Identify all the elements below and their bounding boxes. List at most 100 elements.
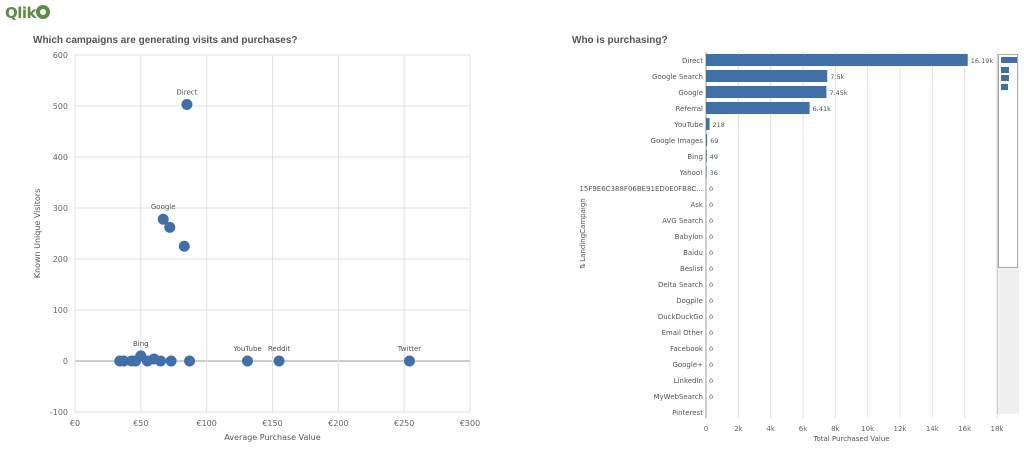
category-label: Ask (691, 201, 704, 209)
x-tick-label: €150 (262, 419, 282, 428)
bar-value-label: 6.41k (813, 105, 831, 113)
bar (706, 102, 810, 114)
y-tick-label: -100 (50, 408, 68, 417)
point-label: Direct (176, 88, 197, 96)
category-label: AVG Search (662, 217, 703, 225)
category-label: Beslist (680, 265, 703, 273)
x-tick-label: 0 (704, 425, 708, 433)
category-label: Referral (676, 105, 704, 113)
category-label: LinkedIn (674, 377, 703, 385)
point-label: Bing (133, 340, 149, 348)
bar-value-label: 0 (709, 265, 713, 273)
category-label: Bing (687, 153, 703, 161)
qlik-logo-icon (36, 5, 50, 19)
category-label: Delta Search (658, 281, 703, 289)
bar (706, 166, 707, 178)
data-point (181, 98, 193, 110)
point-label: YouTube (232, 345, 261, 353)
y-tick-label: 600 (53, 51, 68, 60)
data-point (184, 355, 196, 367)
x-tick-label: €300 (460, 419, 480, 428)
bar-value-label: 0 (709, 297, 713, 305)
bar-value-label: 218 (713, 121, 725, 129)
x-axis-label: Total Purchased Value (812, 435, 889, 443)
bar-value-label: 7.5k (830, 73, 844, 81)
x-tick-label: 8k (831, 425, 840, 433)
bar-value-label: 0 (709, 281, 713, 289)
y-tick-label: 300 (53, 204, 68, 213)
point-label: Reddit (268, 345, 291, 353)
category-label: Direct (682, 57, 703, 65)
category-label: Baidu (683, 249, 703, 257)
data-point (178, 240, 190, 252)
category-label: 15F9E6C388F06BE91ED0E0FB8C... (579, 185, 703, 193)
top-bar: Qlik (0, 0, 1024, 26)
bar-value-label: 0 (709, 393, 713, 401)
scrollbar-thumb[interactable] (998, 54, 1018, 268)
y-tick-label: 0 (63, 357, 68, 366)
x-tick-label: 14k (926, 425, 940, 433)
bar-value-label: 0 (709, 361, 713, 369)
x-axis-label: Average Purchase Value (224, 433, 320, 442)
bar-value-label: 7.45k (829, 89, 847, 97)
bar-value-label: 0 (709, 313, 713, 321)
bar-value-label: 0 (709, 249, 713, 257)
data-point (403, 355, 415, 367)
bar-value-label: 36 (710, 169, 718, 177)
bar-chart-title: Who is purchasing? (572, 35, 668, 46)
bar-value-label: 0 (709, 217, 713, 225)
data-point (155, 355, 167, 367)
x-tick-label: €250 (394, 419, 414, 428)
x-tick-label: 10k (861, 425, 875, 433)
data-point (130, 355, 142, 367)
x-tick-label: 18k (991, 425, 1005, 433)
bar-chart-scrollbar[interactable] (997, 54, 1019, 414)
category-label: MyWebSearch (654, 393, 704, 401)
bar (706, 150, 707, 162)
data-point (157, 213, 169, 225)
data-point (164, 221, 176, 233)
x-tick-label: 2k (734, 425, 743, 433)
x-tick-label: €50 (133, 419, 148, 428)
category-label: Yahoo! (679, 169, 703, 177)
qlik-logo: Qlik (5, 4, 37, 22)
y-tick-label: 500 (53, 102, 68, 111)
minimap-bar (1001, 84, 1008, 90)
category-label: Google Images (651, 137, 704, 145)
bar-value-label: 69 (710, 137, 718, 145)
data-point (165, 355, 177, 367)
data-point (241, 355, 253, 367)
minimap-bar (1001, 75, 1009, 81)
data-point (273, 355, 285, 367)
y-tick-label: 100 (53, 306, 68, 315)
x-tick-label: €200 (328, 419, 348, 428)
point-label: Twitter (397, 345, 422, 353)
minimap-bar (1001, 57, 1017, 63)
category-label: Dogpile (676, 297, 703, 305)
category-label: Google+ (672, 361, 703, 369)
bar (706, 70, 828, 82)
y-tick-label: 400 (53, 153, 68, 162)
bar-value-label: 49 (710, 153, 718, 161)
category-label: Babylon (675, 233, 703, 241)
category-label: Google (678, 89, 703, 97)
point-label: Google (151, 203, 176, 211)
category-label: Pinterest (672, 409, 703, 417)
bar (706, 118, 710, 130)
bar-value-label: 0 (709, 201, 713, 209)
bar (706, 134, 708, 146)
x-tick-label: 16k (958, 425, 972, 433)
bar-value-label: 0 (709, 345, 713, 353)
category-label: Facebook (670, 345, 704, 353)
scatter-chart-title: Which campaigns are generating visits an… (33, 35, 298, 46)
minimap-bar (1001, 67, 1009, 73)
x-tick-label: 4k (766, 425, 775, 433)
x-tick-label: 12k (894, 425, 908, 433)
x-tick-label: 6k (799, 425, 808, 433)
bar-value-label: 0 (709, 377, 713, 385)
y-tick-label: 200 (53, 255, 68, 264)
dimension-switch-icon: ⇅ (579, 263, 587, 269)
category-label: DuckDuckGo (658, 313, 703, 321)
